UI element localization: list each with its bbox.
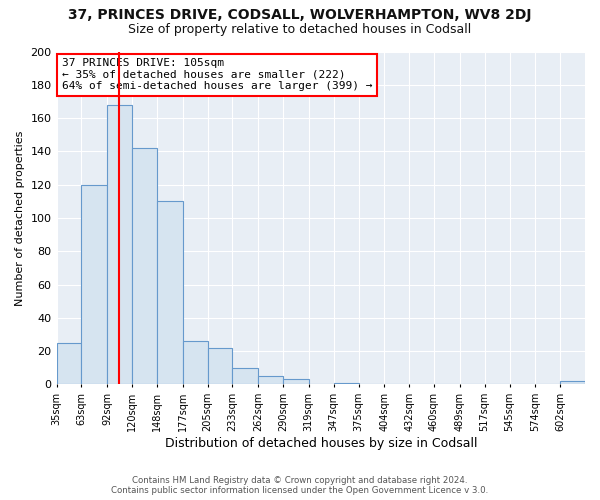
Bar <box>560 381 585 384</box>
Text: 37 PRINCES DRIVE: 105sqm
← 35% of detached houses are smaller (222)
64% of semi-: 37 PRINCES DRIVE: 105sqm ← 35% of detach… <box>62 58 373 92</box>
Bar <box>334 383 359 384</box>
Bar <box>258 376 283 384</box>
Bar <box>232 368 258 384</box>
Bar <box>56 343 82 384</box>
Bar <box>132 148 157 384</box>
Bar <box>283 380 309 384</box>
Bar <box>157 202 182 384</box>
Bar <box>182 341 208 384</box>
Y-axis label: Number of detached properties: Number of detached properties <box>15 130 25 306</box>
Text: Size of property relative to detached houses in Codsall: Size of property relative to detached ho… <box>128 22 472 36</box>
Bar <box>107 105 132 384</box>
Text: 37, PRINCES DRIVE, CODSALL, WOLVERHAMPTON, WV8 2DJ: 37, PRINCES DRIVE, CODSALL, WOLVERHAMPTO… <box>68 8 532 22</box>
Text: Contains HM Land Registry data © Crown copyright and database right 2024.
Contai: Contains HM Land Registry data © Crown c… <box>112 476 488 495</box>
Bar <box>208 348 232 385</box>
Bar <box>82 184 107 384</box>
X-axis label: Distribution of detached houses by size in Codsall: Distribution of detached houses by size … <box>164 437 477 450</box>
